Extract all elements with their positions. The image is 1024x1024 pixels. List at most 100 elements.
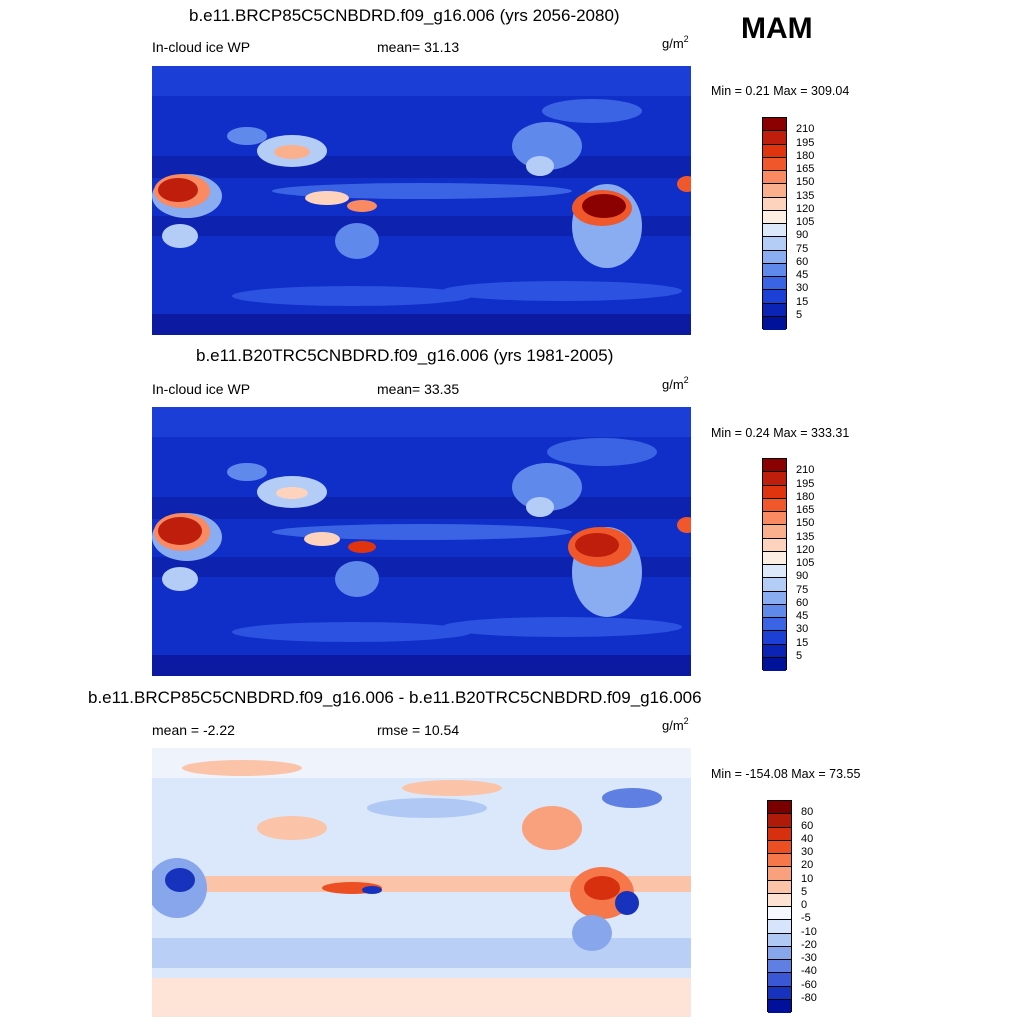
colorbar-tick-label: -10 [801, 925, 817, 938]
panel1-colorbar [762, 117, 787, 330]
colorbar-tick-label: -40 [801, 965, 817, 978]
colorbar-swatch [763, 472, 786, 486]
colorbar-swatch [768, 801, 791, 815]
colorbar-swatch [763, 263, 786, 277]
colorbar-swatch [763, 618, 786, 632]
colorbar-swatch [768, 946, 791, 960]
colorbar-swatch [768, 814, 791, 828]
colorbar-tick-label: 60 [801, 819, 814, 832]
panel3-rmse: rmse = 10.54 [377, 722, 460, 738]
colorbar-tick-label: 15 [796, 636, 809, 649]
colorbar-swatch [763, 316, 786, 330]
colorbar-tick-label: 30 [801, 846, 814, 858]
panel2-title: b.e11.B20TRC5CNBDRD.f09_g16.006 (yrs 198… [196, 346, 614, 365]
colorbar-swatch [768, 999, 791, 1013]
colorbar-tick-label: 165 [796, 163, 815, 175]
colorbar-swatch [768, 880, 791, 894]
colorbar-swatch [768, 893, 791, 907]
colorbar-tick-label: 90 [796, 570, 809, 583]
colorbar-swatch [763, 591, 786, 605]
colorbar-tick-label: -30 [801, 952, 817, 964]
colorbar-tick-label: 60 [796, 596, 809, 609]
colorbar-swatch [763, 498, 786, 512]
colorbar-swatch [768, 867, 791, 881]
colorbar-tick-label: 5 [796, 308, 803, 321]
colorbar-tick-label: 40 [801, 832, 814, 845]
colorbar-swatch [768, 933, 791, 947]
colorbar-swatch [763, 131, 786, 145]
colorbar-swatch [768, 986, 791, 1000]
colorbar-swatch [763, 171, 786, 185]
colorbar-tick-label: 45 [796, 610, 809, 622]
colorbar-swatch [763, 303, 786, 317]
colorbar-tick-label: 30 [796, 623, 809, 636]
colorbar-tick-label: 150 [796, 176, 815, 189]
colorbar-tick-label: 75 [796, 583, 809, 596]
colorbar-tick-label: 180 [796, 149, 815, 162]
colorbar-tick-label: 30 [796, 282, 809, 295]
colorbar-tick-label: 195 [796, 477, 815, 490]
colorbar-tick-label: -20 [801, 938, 817, 951]
colorbar-tick-label: -5 [801, 912, 811, 925]
colorbar-swatch [763, 118, 786, 132]
panel2-colorbar [762, 458, 787, 671]
colorbar-tick-label: 135 [796, 189, 815, 202]
season-label: MAM [741, 12, 813, 45]
colorbar-tick-label: 5 [796, 649, 803, 662]
colorbar-swatch [763, 551, 786, 565]
panel1-minmax: Min = 0.21 Max = 309.04 [711, 84, 850, 98]
colorbar-swatch [763, 565, 786, 579]
colorbar-swatch [763, 525, 786, 539]
panel2-variable-label: In-cloud ice WP [152, 381, 251, 397]
colorbar-swatch [763, 485, 786, 499]
colorbar-swatch [763, 631, 786, 645]
colorbar-swatch [763, 538, 786, 552]
colorbar-swatch [768, 840, 791, 854]
panel3-map [152, 748, 691, 1017]
colorbar-swatch [763, 250, 786, 264]
colorbar-tick-label: 45 [796, 269, 809, 281]
colorbar-tick-label: 210 [796, 464, 815, 477]
colorbar-swatch [768, 827, 791, 841]
panel1-map [152, 66, 691, 335]
panel1-units: g/m2 [662, 34, 689, 51]
colorbar-tick-label: 195 [796, 136, 815, 149]
colorbar-tick-label: 20 [801, 859, 814, 872]
colorbar-swatch [763, 197, 786, 211]
panel2-minmax: Min = 0.24 Max = 333.31 [711, 426, 850, 440]
colorbar-tick-label: 150 [796, 517, 815, 530]
panel3-units: g/m2 [662, 716, 689, 733]
panel3-title: b.e11.BRCP85C5CNBDRD.f09_g16.006 - b.e11… [88, 688, 702, 707]
colorbar-tick-label: 5 [801, 885, 808, 898]
panel1-title: b.e11.BRCP85C5CNBDRD.f09_g16.006 (yrs 20… [189, 6, 620, 25]
panel3-mean: mean = -2.22 [152, 722, 235, 738]
colorbar-swatch [763, 459, 786, 473]
colorbar-swatch [763, 512, 786, 526]
colorbar-tick-label: 75 [796, 242, 809, 255]
colorbar-swatch [763, 657, 786, 671]
colorbar-swatch [763, 224, 786, 238]
colorbar-swatch [763, 277, 786, 291]
colorbar-swatch [763, 144, 786, 158]
colorbar-swatch [763, 290, 786, 304]
colorbar-swatch [763, 578, 786, 592]
colorbar-tick-label: 120 [796, 543, 815, 556]
colorbar-tick-label: 180 [796, 490, 815, 503]
colorbar-swatch [768, 854, 791, 868]
colorbar-tick-label: -60 [801, 978, 817, 991]
colorbar-tick-label: 135 [796, 530, 815, 543]
colorbar-swatch [768, 973, 791, 987]
colorbar-swatch [763, 237, 786, 251]
colorbar-tick-label: 165 [796, 504, 815, 516]
colorbar-tick-label: 0 [801, 899, 808, 911]
colorbar-swatch [763, 184, 786, 198]
colorbar-tick-label: 120 [796, 202, 815, 215]
colorbar-tick-label: -80 [801, 991, 817, 1004]
colorbar-tick-label: 105 [796, 216, 815, 228]
colorbar-swatch [763, 644, 786, 658]
colorbar-tick-label: 60 [796, 255, 809, 268]
colorbar-swatch [768, 920, 791, 934]
colorbar-swatch [763, 157, 786, 171]
panel2-map [152, 407, 691, 676]
colorbar-swatch [768, 907, 791, 921]
